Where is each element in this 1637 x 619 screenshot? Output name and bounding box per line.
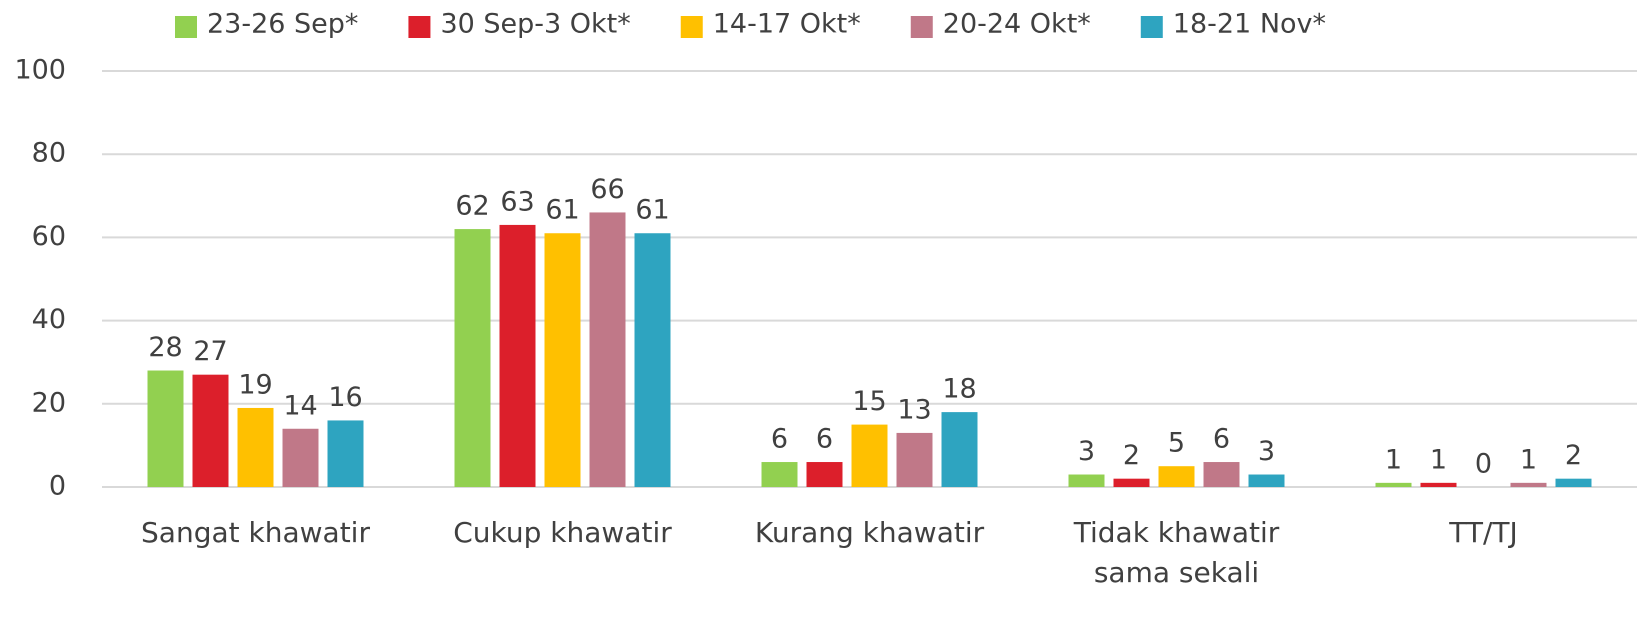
bar — [896, 432, 933, 487]
x-tick-label: Tidak khawatir sama sekali — [1073, 516, 1280, 589]
data-label: 61 — [635, 195, 669, 226]
bar — [1068, 474, 1105, 487]
data-label: 63 — [500, 186, 534, 217]
legend-swatch — [910, 16, 933, 38]
bar — [1158, 466, 1195, 487]
data-label: 6 — [1213, 424, 1230, 455]
data-label: 14 — [283, 390, 317, 421]
bar — [634, 233, 671, 487]
bar — [192, 374, 229, 487]
data-label: 28 — [148, 332, 182, 363]
legend-swatch — [175, 16, 197, 38]
data-label: 62 — [455, 191, 489, 222]
data-label: 1 — [1385, 444, 1402, 475]
bar — [282, 428, 319, 487]
legend-label: 18-21 Nov* — [1173, 9, 1326, 40]
data-label: 2 — [1565, 440, 1582, 471]
bar — [1420, 482, 1457, 487]
y-tick-label: 0 — [49, 471, 66, 502]
data-label: 15 — [852, 386, 886, 417]
legend-swatch — [1140, 16, 1163, 38]
data-label: 5 — [1168, 428, 1185, 459]
legend-label: 30 Sep-3 Okt* — [440, 9, 630, 40]
legend-label: 14-17 Okt* — [713, 9, 861, 40]
bar — [1555, 478, 1592, 487]
bar — [1375, 482, 1412, 487]
bar — [1113, 478, 1150, 487]
data-label: 6 — [816, 424, 833, 455]
legend-swatch — [680, 16, 703, 38]
legend-label: 23-26 Sep* — [207, 9, 358, 40]
bar — [589, 212, 626, 487]
data-label: 6 — [771, 424, 788, 455]
data-label: 0 — [1475, 449, 1492, 480]
bar — [499, 224, 536, 488]
y-tick-label: 60 — [32, 221, 66, 252]
x-tick-label: Kurang khawatir — [754, 516, 985, 549]
y-tick-label: 80 — [32, 138, 66, 169]
x-tick-label: Sangat khawatir — [141, 516, 370, 549]
bar — [327, 420, 364, 487]
bar — [806, 462, 843, 487]
data-label: 3 — [1078, 436, 1095, 467]
data-label: 66 — [590, 174, 624, 205]
bar — [454, 229, 491, 487]
bar — [544, 233, 581, 487]
legend-swatch — [408, 16, 431, 38]
data-label: 1 — [1520, 444, 1537, 475]
data-label: 13 — [897, 394, 931, 425]
data-label: 61 — [545, 195, 579, 226]
bar — [851, 424, 888, 487]
data-label: 3 — [1258, 436, 1275, 467]
data-label: 19 — [238, 369, 272, 400]
x-tick-label: TT/TJ — [1449, 516, 1518, 549]
bar — [237, 407, 274, 487]
bar — [1510, 482, 1547, 487]
y-tick-label: 40 — [32, 304, 66, 335]
legend-label: 20-24 Okt* — [943, 9, 1091, 40]
bar — [1248, 474, 1285, 487]
y-tick-label: 100 — [14, 55, 66, 86]
data-label: 16 — [328, 382, 362, 413]
data-label: 27 — [193, 336, 227, 367]
x-tick-label: Cukup khawatir — [453, 516, 672, 549]
data-label: 2 — [1123, 440, 1140, 471]
bar — [761, 462, 798, 487]
data-label: 1 — [1430, 444, 1447, 475]
bar — [1203, 462, 1240, 487]
y-tick-label: 20 — [32, 387, 66, 418]
bar — [147, 370, 184, 487]
bar — [941, 412, 978, 487]
data-label: 18 — [942, 374, 976, 405]
